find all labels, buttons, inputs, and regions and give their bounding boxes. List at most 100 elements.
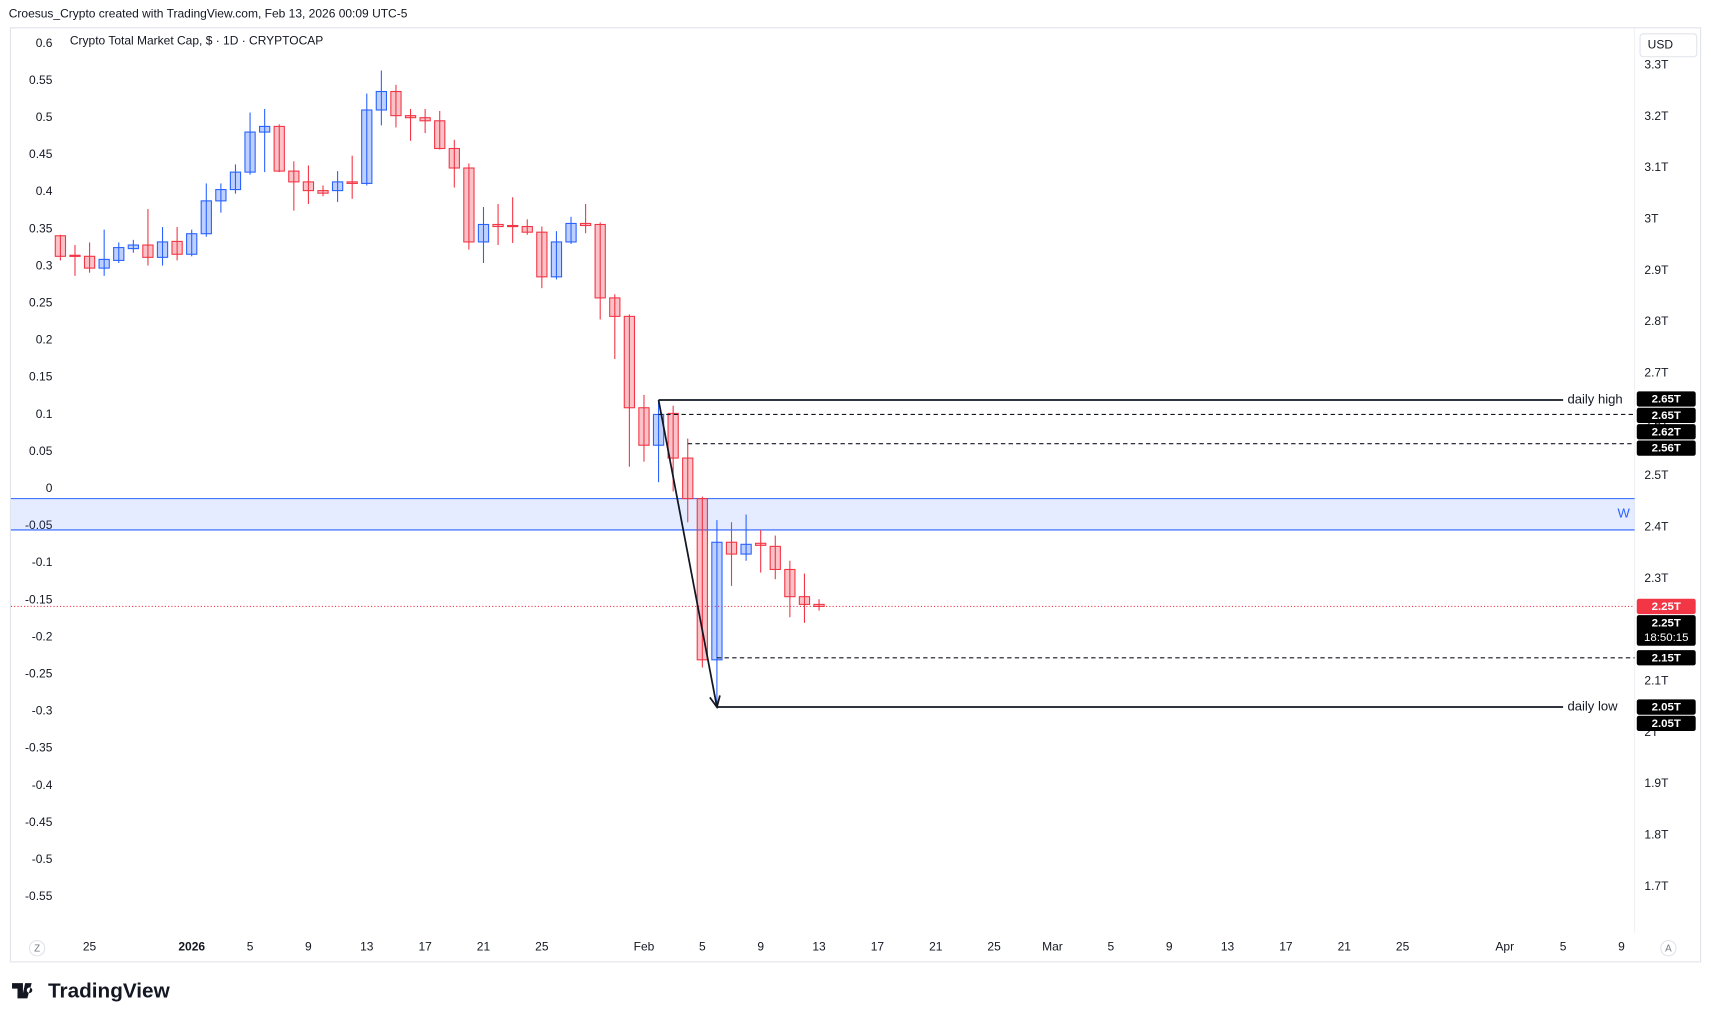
y2-tick-label: 0.3 [36, 258, 53, 272]
price-label: 2.05T [1652, 702, 1681, 714]
y2-tick-label: 0.4 [36, 184, 53, 198]
candle-body [127, 244, 139, 250]
candle-body [536, 231, 548, 278]
currency-label[interactable]: USD [1648, 37, 1674, 51]
x-tick-label: 13 [812, 939, 826, 953]
x-tick-label: Apr [1495, 939, 1514, 953]
x-tick-label: 9 [757, 939, 764, 953]
x-tick-label: Mar [1042, 939, 1063, 953]
candle-body [54, 235, 67, 257]
arrow-line [657, 399, 718, 708]
y2-tick-label: 0.05 [29, 444, 53, 458]
price-label: 2.25T [1652, 617, 1681, 629]
candle-body [463, 167, 475, 243]
candle-body [507, 224, 519, 228]
price-label: 2.05T [1652, 718, 1681, 730]
x-tick-label: 17 [418, 939, 432, 953]
y2-tick-label: 0.2 [36, 333, 53, 347]
y-tick-label: 2.1T [1644, 674, 1669, 688]
zone [10, 498, 1635, 530]
candle-body [448, 147, 460, 169]
candle-body [200, 200, 212, 235]
candle-body [215, 189, 227, 202]
price-label: 2.65T [1652, 410, 1681, 422]
y2-tick-label: 0 [46, 481, 53, 495]
candle-body [404, 115, 417, 119]
price-label: 2.65T [1652, 394, 1681, 406]
candle-body [258, 125, 271, 133]
candle-body [609, 297, 621, 317]
y-tick-label: 3.1T [1644, 160, 1669, 174]
candle-body [434, 120, 446, 150]
logo-text: TradingView [48, 979, 171, 1002]
x-tick-label: 21 [1338, 939, 1352, 953]
currency-button[interactable] [1639, 33, 1698, 58]
logo: TradingView [12, 979, 171, 1002]
candle-body [696, 498, 708, 661]
y-tick-label: 1.8T [1644, 828, 1669, 842]
price-label: 2.56T [1652, 443, 1681, 455]
candle-body [186, 233, 198, 255]
candle-body [171, 240, 183, 255]
x-tick-label: 13 [1221, 939, 1235, 953]
candle-body [331, 181, 344, 192]
auto-scale-label[interactable]: A [1665, 943, 1672, 954]
chart-title: Crypto Total Market Cap, $ · 1D · CRYPTO… [70, 34, 323, 48]
y2-tick-label: -0.5 [32, 852, 53, 866]
zoom-label[interactable]: Z [34, 943, 40, 954]
candle-body [288, 170, 300, 183]
price-label-box [1636, 715, 1696, 732]
y2-tick-label: -0.2 [32, 629, 53, 643]
y2-tick-label: 0.15 [29, 370, 53, 384]
y-tick-label: 2.8T [1644, 314, 1669, 328]
y2-tick-label: -0.55 [25, 889, 53, 903]
candle-body [98, 258, 110, 269]
candle-body [273, 125, 285, 172]
candle-body [477, 223, 490, 243]
candle-body [769, 545, 781, 571]
x-tick-label: 25 [83, 939, 97, 953]
level-label: daily low [1567, 699, 1618, 714]
y2-tick-label: 0.45 [29, 147, 53, 161]
plot: 0.6 0.55 0.5 0.45 0.4 0.35 0.3 0.25 0.2 0.15 0.1 0.… [10, 36, 1696, 953]
zone-label: W [1617, 506, 1630, 521]
candle-body [229, 171, 242, 191]
arrow-head [709, 695, 721, 710]
logo-mark [12, 983, 33, 999]
price-label-box [1636, 615, 1696, 646]
y2-tick-label: -0.35 [25, 741, 53, 755]
y2-tick-label: 0.35 [29, 221, 53, 235]
candle-body [623, 315, 636, 409]
x-tick-label: 25 [535, 939, 549, 953]
candle-body [83, 255, 96, 269]
y-tick-label: 2.9T [1644, 263, 1669, 277]
price-label-box [1636, 598, 1696, 615]
y2-tick-label: -0.45 [25, 815, 53, 829]
candle-body [244, 131, 256, 173]
x-tick-label: 2026 [178, 939, 205, 953]
y2-tick-label: -0.25 [25, 667, 53, 681]
candle-body [521, 225, 533, 233]
y2-tick-label: -0.15 [25, 592, 53, 606]
y2-tick-label: -0.05 [25, 518, 53, 532]
candle-body [798, 596, 811, 605]
x-tick-label: 9 [1618, 939, 1625, 953]
y2-tick-label: 0.6 [36, 36, 53, 50]
price-label: 2.25T [1652, 601, 1681, 613]
y-tick-label: 3T [1644, 212, 1659, 226]
attribution: Croesus_Crypto created with TradingView.… [9, 6, 408, 20]
auto-scale-button[interactable] [1660, 940, 1677, 957]
candle-body [638, 407, 650, 446]
zoom-button[interactable] [28, 940, 46, 957]
chart-frame [9, 27, 1702, 963]
price-countdown: 18:50:15 [1644, 632, 1689, 644]
candle-body [579, 222, 592, 227]
x-tick-label: 21 [929, 939, 943, 953]
x-tick-label: 5 [699, 939, 706, 953]
price-label-box [1636, 424, 1696, 440]
x-tick-label: 21 [477, 939, 491, 953]
candle-body [346, 181, 358, 184]
x-tick-label: 9 [305, 939, 312, 953]
price-label-box [1636, 650, 1696, 666]
